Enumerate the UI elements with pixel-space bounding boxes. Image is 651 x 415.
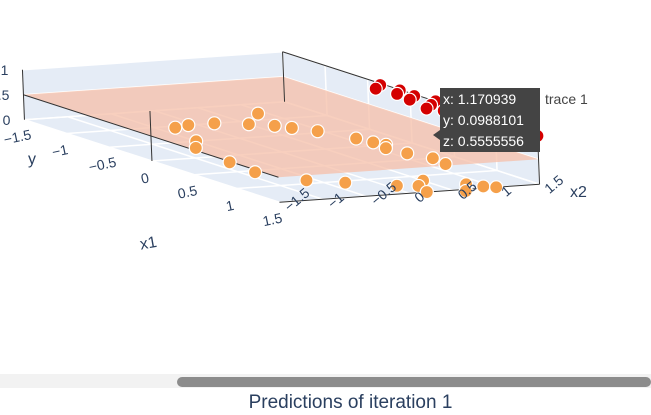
data-point-class-0[interactable] [378,141,393,156]
data-point-class-0[interactable] [425,151,440,166]
y-tick: 1 [1,62,9,78]
hover-box [440,88,540,152]
data-point-class-0[interactable] [338,175,353,190]
data-point-class-0[interactable] [389,178,405,193]
data-point-class-0[interactable] [400,146,415,161]
x1-axis-title: x1 [139,234,159,254]
data-point-class-0[interactable] [419,184,434,200]
data-point-class-0[interactable] [366,135,381,150]
y-tick-labels: 00.51 [0,62,11,128]
hover-tooltip: x: 1.170939 y: 0.0988101 z: 0.5555556 tr… [433,88,588,152]
data-point-class-0[interactable] [207,116,222,131]
data-point-trace-1[interactable] [402,92,417,107]
data-point-class-0[interactable] [299,173,314,188]
x1-tick: 1 [224,197,235,214]
hover-z: z: 0.5555556 [443,133,524,149]
side-grid-y [22,51,283,71]
data-point-class-0[interactable] [476,179,491,194]
data-point-class-0[interactable] [349,131,364,146]
data-point-trace-1[interactable] [419,101,434,116]
x1-tick: 0 [139,169,150,186]
data-point-class-0[interactable] [438,156,453,172]
data-point-class-0[interactable] [284,120,299,136]
data-point-trace-1[interactable] [389,86,405,102]
data-point-class-0[interactable] [241,117,256,132]
y-axis-title: y [28,151,36,168]
data-point-class-0[interactable] [267,118,282,133]
data-point-class-0[interactable] [310,124,325,139]
data-point-class-0[interactable] [181,117,196,133]
y-tick: 0.5 [0,87,10,103]
frame-edge [282,51,286,102]
data-point-class-0[interactable] [168,120,183,135]
y-tick: 0 [3,112,11,128]
data-point-class-0[interactable] [458,183,473,199]
data-point-class-0[interactable] [188,140,203,156]
x2-tick: 1.5 [541,172,566,197]
data-point-trace-1[interactable] [368,81,383,96]
data-point-class-0[interactable] [222,155,237,170]
data-point-class-0[interactable] [247,165,263,180]
hover-pointer [433,130,440,140]
scatter3d-plot[interactable]: 00.51 −1.5−1−0.500.511.5 −1.5−1−0.500.51… [0,0,651,372]
series-class-0[interactable] [168,106,504,200]
x2-axis-title: x2 [570,184,587,201]
x1-tick: −0.5 [87,154,118,175]
x1-tick: −1.5 [2,126,33,147]
slider-thumb[interactable] [177,377,651,387]
hover-x: x: 1.170939 [443,91,516,107]
x1-tick-labels: −1.5 −1 −0.5 0 0.5 1 1.5 [2,126,284,229]
data-point-class-0[interactable] [250,106,266,121]
hover-trace-name: trace 1 [545,91,588,107]
data-point-class-0[interactable] [489,180,504,195]
figure-caption: Predictions of iteration 1 [248,392,453,413]
hover-y: y: 0.0988101 [443,112,524,128]
x1-tick: 1.5 [261,209,284,229]
x1-tick: −1 [50,141,69,160]
x1-tick: 0.5 [176,182,199,202]
